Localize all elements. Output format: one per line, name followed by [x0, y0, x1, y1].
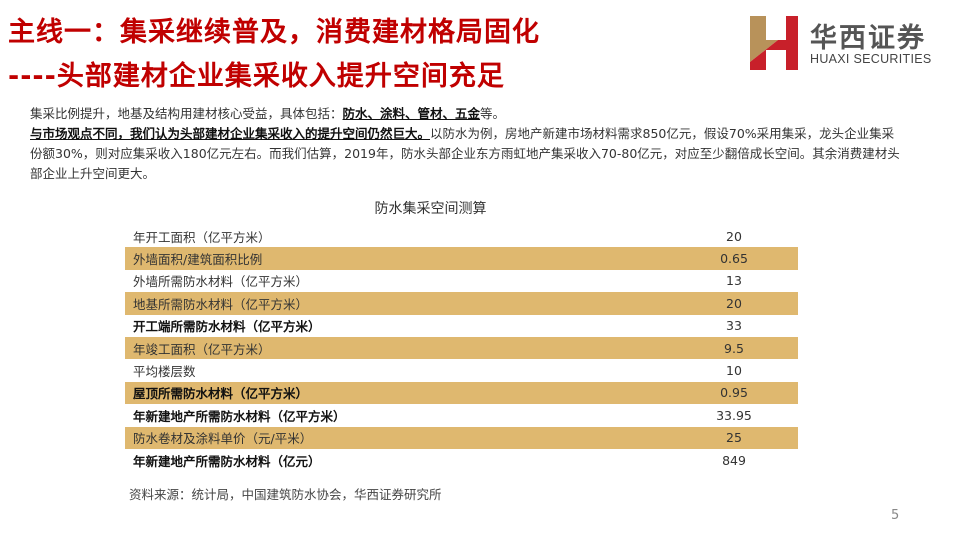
row-value: 20 [678, 292, 798, 315]
row-value: 33 [726, 318, 742, 334]
row-value: 0.95 [678, 381, 798, 405]
table-row: 屋顶所需防水材料（亿平方米） 0.95 [125, 381, 798, 405]
waterproof-estimate-table: 年开工面积（亿平方米） 20 外墙面积/建筑面积比例 0.65 外墙所需防水材料（亿平方… [125, 225, 798, 471]
row-value: 10 [726, 363, 742, 379]
para-emphasis: 与市场观点不同，我们认为头部建材企业集采收入的提升空间仍然巨大。 [30, 126, 431, 141]
row-label: 年新建地产所需防水材料（亿元） [133, 453, 321, 469]
row-label: 屋顶所需防水材料（亿平方米） [125, 381, 678, 405]
table-row: 年新建地产所需防水材料（亿平方米） 33.95 [125, 404, 798, 426]
table-row: 年竣工面积（亿平方米） 9.5 [125, 336, 798, 360]
row-value: 20 [726, 228, 742, 244]
source-note: 资料来源：统计局，中国建筑防水协会，华西证券研究所 [129, 487, 442, 502]
row-label: 平均楼层数 [133, 364, 196, 380]
row-value: 849 [722, 452, 746, 468]
row-value: 25 [678, 426, 798, 449]
row-label: 年开工面积（亿平方米） [133, 229, 271, 245]
body-paragraph: 集采比例提升，地基及结构用建材核心受益，具体包括：防水、涂料、管材、五金等。 与… [30, 104, 900, 184]
slide-title-line2: ----头部建材企业集采收入提升空间充足 [8, 61, 505, 92]
para-emphasis: 防水、涂料、管材、五金 [342, 106, 481, 121]
row-value: 33.95 [716, 407, 752, 423]
row-label: 防水卷材及涂料单价（元/平米） [125, 426, 678, 449]
table-row: 年新建地产所需防水材料（亿元） 849 [125, 449, 798, 471]
huaxi-logo: 华西证券 HUAXI SECURITIES [748, 14, 948, 70]
para-text: 以防水为例，房地产新建市场材料需求850亿元，假设70%采用集采，龙头企业集采份… [30, 126, 900, 181]
huaxi-h-logo-icon [750, 16, 798, 70]
table-caption: 防水集采空间测算 [374, 201, 487, 217]
table-row: 平均楼层数 10 [125, 359, 798, 381]
para-text: 等。 [480, 106, 506, 121]
row-label: 年新建地产所需防水材料（亿平方米） [133, 408, 346, 424]
row-value: 9.5 [678, 336, 798, 360]
table-row: 地基所需防水材料（亿平方米） 20 [125, 292, 798, 315]
slide-title-line1: 主线一：集采继续普及，消费建材格局固化 [8, 17, 540, 48]
para-text: 集采比例提升，地基及结构用建材核心受益，具体包括： [30, 106, 343, 121]
table-row: 年开工面积（亿平方米） 20 [125, 225, 798, 247]
logo-cn-text: 华西证券 [810, 23, 926, 54]
page-number: 5 [891, 508, 900, 523]
row-label: 开工端所需防水材料（亿平方米） [133, 319, 321, 335]
row-label: 地基所需防水材料（亿平方米） [125, 292, 678, 315]
row-label: 外墙面积/建筑面积比例 [125, 247, 678, 270]
table-row: 外墙所需防水材料（亿平方米） 13 [125, 270, 798, 292]
table-row: 防水卷材及涂料单价（元/平米） 25 [125, 426, 798, 449]
row-label: 外墙所需防水材料（亿平方米） [133, 274, 309, 290]
logo-en-text: HUAXI SECURITIES [810, 52, 932, 66]
row-label: 年竣工面积（亿平方米） [125, 336, 678, 360]
row-value: 0.65 [678, 247, 798, 270]
table-row: 外墙面积/建筑面积比例 0.65 [125, 247, 798, 270]
row-value: 13 [726, 273, 742, 289]
table-row: 开工端所需防水材料（亿平方米） 33 [125, 315, 798, 337]
